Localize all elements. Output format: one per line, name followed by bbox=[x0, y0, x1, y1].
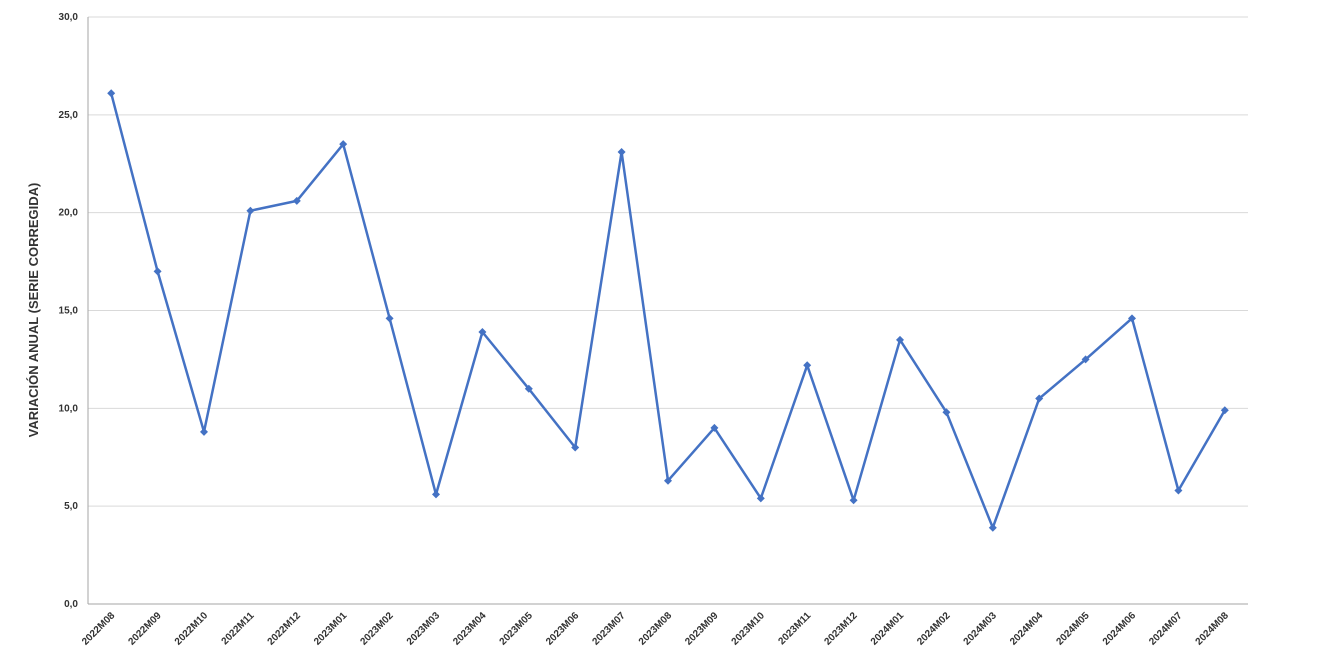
data-point-marker bbox=[200, 427, 208, 436]
y-tick-label: 0,0 bbox=[64, 599, 78, 610]
x-tick-label: 2024M01 bbox=[869, 610, 907, 648]
y-tick-label: 5,0 bbox=[64, 501, 78, 512]
x-tick-label: 2022M11 bbox=[220, 610, 257, 647]
x-tick-label: 2023M09 bbox=[683, 610, 721, 648]
y-tick-label: 15,0 bbox=[59, 306, 79, 317]
data-point-marker bbox=[292, 196, 301, 205]
x-tick-label: 2023M05 bbox=[498, 610, 536, 648]
y-tick-label: 10,0 bbox=[59, 403, 79, 414]
y-axis-title: VARIACIÓN ANUAL (SERIE CORREGIDA) bbox=[26, 183, 41, 438]
data-point-marker bbox=[942, 408, 951, 417]
data-point-marker bbox=[803, 361, 812, 370]
y-tick-label: 30,0 bbox=[59, 12, 79, 23]
x-tick-label: 2024M07 bbox=[1147, 610, 1185, 648]
x-axis-ticks: 2022M08 2022M09 2022M10 2022M11 2022M12 2023M… bbox=[80, 610, 1231, 648]
x-tick-label: 2023M04 bbox=[451, 610, 489, 648]
data-point-marker bbox=[1220, 406, 1229, 415]
x-tick-label: 2022M09 bbox=[126, 610, 164, 648]
x-tick-label: 2024M02 bbox=[915, 610, 953, 648]
data-point-marker bbox=[339, 140, 348, 149]
y-tick-label: 20,0 bbox=[59, 208, 79, 219]
x-tick-label: 2024M08 bbox=[1194, 610, 1232, 648]
gridlines bbox=[88, 16, 1248, 507]
data-point-marker bbox=[849, 496, 858, 505]
x-tick-label: 2024M03 bbox=[962, 610, 1000, 648]
x-tick-label: 2023M03 bbox=[405, 610, 443, 648]
data-point-marker bbox=[896, 335, 904, 344]
data-point-marker bbox=[664, 476, 672, 485]
x-tick-label: 2023M01 bbox=[312, 610, 350, 648]
x-tick-label: 2022M08 bbox=[80, 610, 118, 648]
x-tick-label: 2024M05 bbox=[1054, 610, 1092, 648]
x-tick-label: 2023M08 bbox=[637, 610, 675, 648]
data-point-marker bbox=[524, 384, 533, 393]
data-point-marker bbox=[385, 314, 394, 323]
x-tick-label: 2022M10 bbox=[173, 610, 211, 648]
data-point-marker bbox=[478, 328, 487, 337]
data-point-marker bbox=[432, 490, 440, 499]
axes bbox=[87, 17, 1248, 605]
data-point-marker bbox=[571, 443, 580, 452]
x-tick-label: 2023M06 bbox=[544, 610, 582, 648]
series-group bbox=[107, 89, 1229, 532]
data-point-marker bbox=[756, 494, 765, 503]
x-tick-label: 2023M07 bbox=[590, 610, 628, 648]
data-point-marker bbox=[617, 148, 626, 157]
x-tick-label: 2022M12 bbox=[266, 610, 304, 648]
x-tick-label: 2024M04 bbox=[1008, 610, 1046, 648]
x-tick-label: 2023M11 bbox=[776, 610, 813, 647]
data-point-marker bbox=[710, 423, 719, 432]
x-tick-label: 2023M02 bbox=[358, 610, 396, 648]
data-point-marker bbox=[153, 267, 162, 276]
x-tick-label: 2024M06 bbox=[1101, 610, 1139, 648]
data-point-marker bbox=[1128, 314, 1136, 323]
x-tick-label: 2023M12 bbox=[822, 610, 860, 648]
data-point-marker bbox=[246, 206, 255, 215]
data-point-marker bbox=[1035, 394, 1044, 403]
y-axis-ticks: 0,0 5,0 10,0 15,0 20,0 25,0 30,0 bbox=[59, 12, 79, 610]
data-point-marker bbox=[107, 89, 116, 98]
data-point-marker bbox=[1174, 486, 1183, 495]
y-tick-label: 25,0 bbox=[59, 110, 79, 121]
data-point-marker bbox=[1081, 355, 1090, 364]
data-point-marker bbox=[988, 523, 997, 532]
x-tick-label: 2023M10 bbox=[730, 610, 768, 648]
